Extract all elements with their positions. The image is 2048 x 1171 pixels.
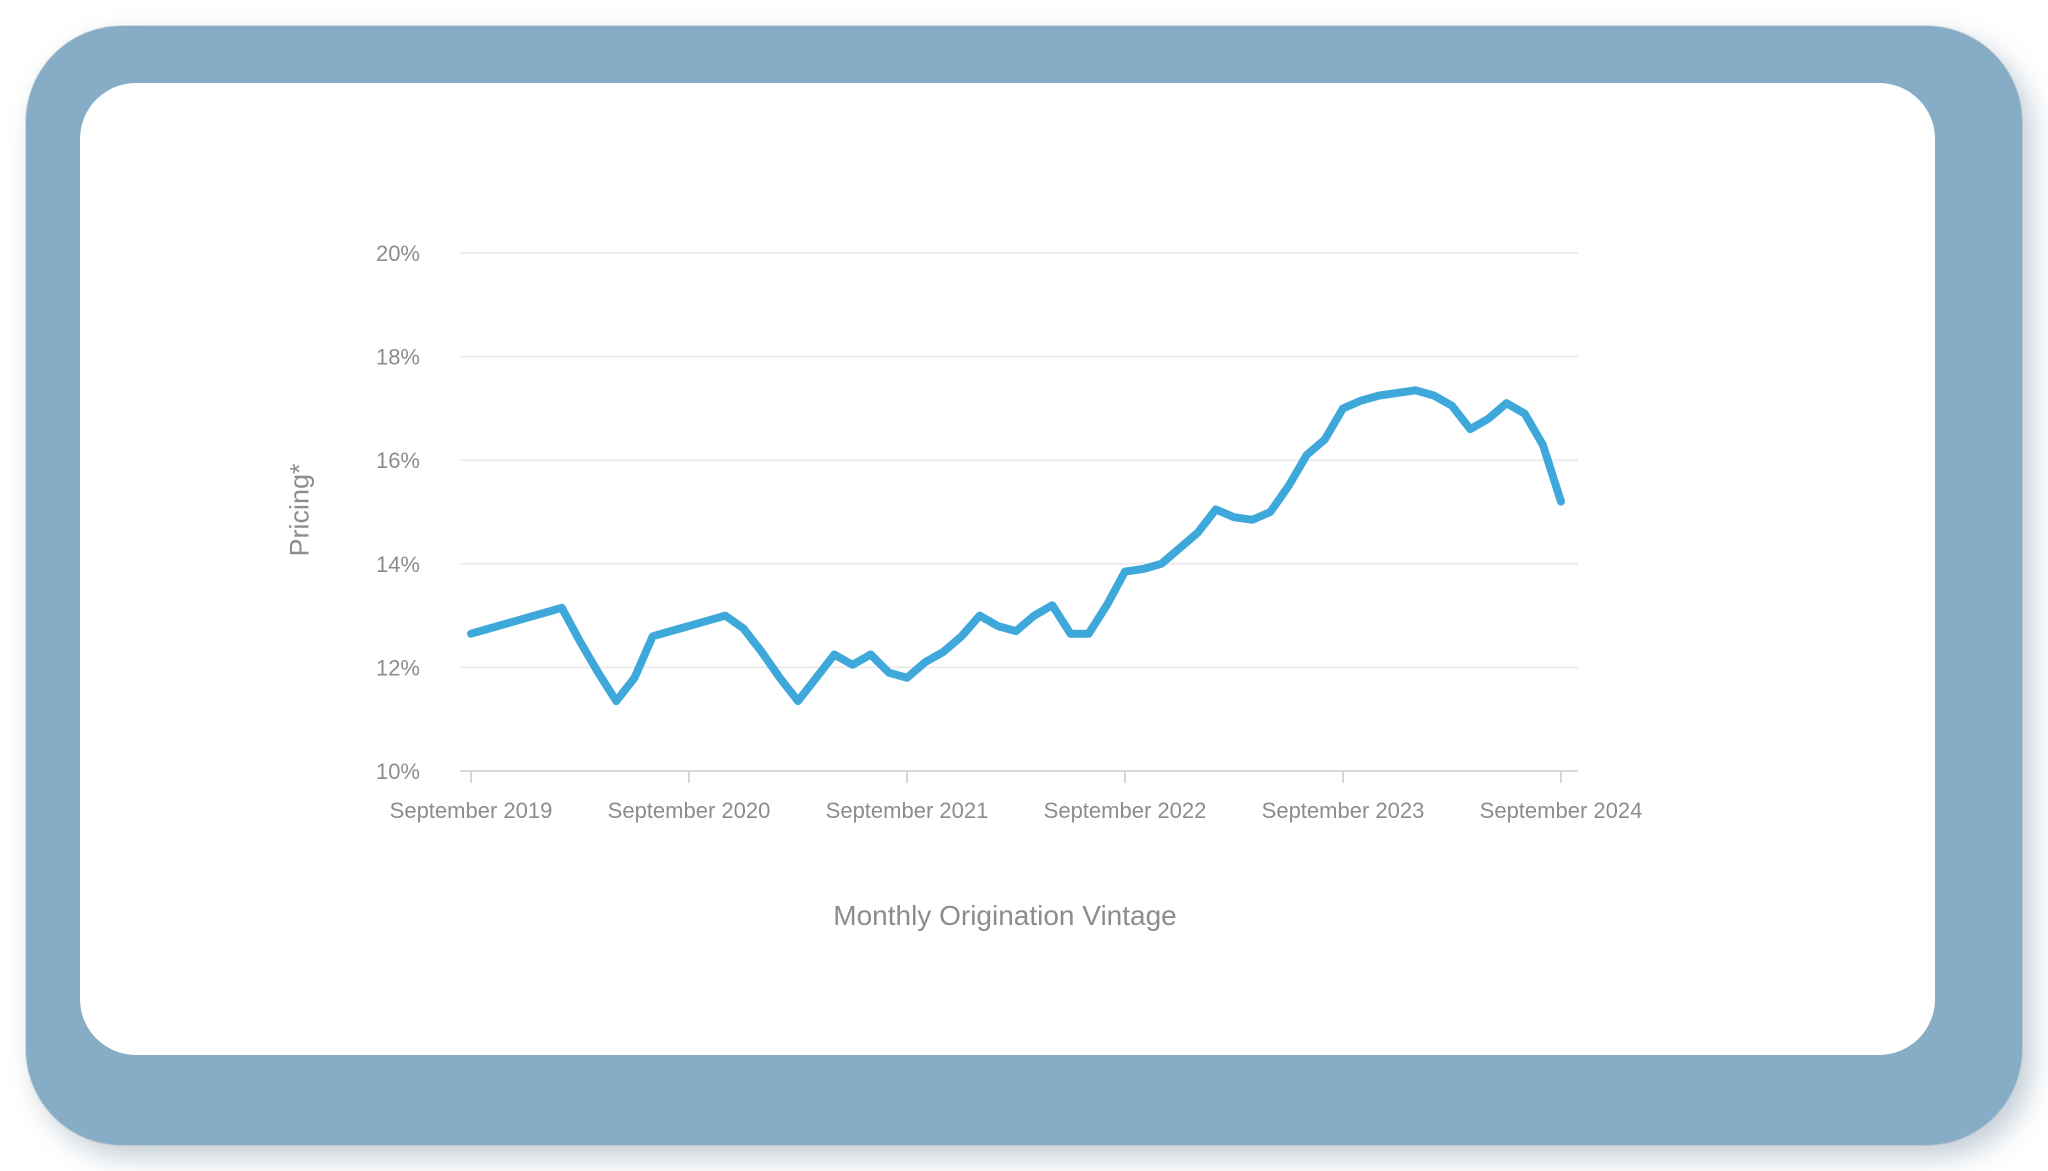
y-tick-label: 10%	[376, 759, 420, 784]
y-tick-label: 20%	[376, 241, 420, 266]
chart-card	[80, 83, 1935, 1055]
x-tick-label: September 2019	[390, 798, 553, 823]
x-tick-label: September 2021	[826, 798, 989, 823]
pricing-series-line	[467, 386, 1565, 706]
y-tick-label: 18%	[376, 345, 420, 370]
y-tick-label: 12%	[376, 655, 420, 680]
y-tick-label: 16%	[376, 448, 420, 473]
x-tick-label: September 2023	[1262, 798, 1425, 823]
x-tick-label: September 2024	[1480, 798, 1643, 823]
x-tick-label: September 2022	[1044, 798, 1207, 823]
x-tick-label: September 2020	[608, 798, 771, 823]
y-tick-label: 14%	[376, 552, 420, 577]
